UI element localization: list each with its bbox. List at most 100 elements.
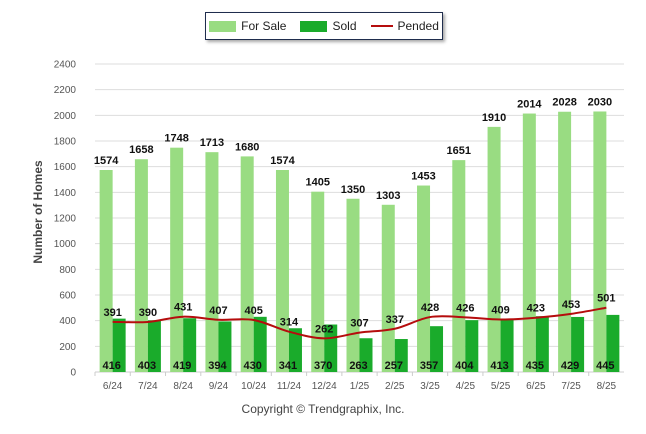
x-tick-label: 4/25 <box>456 381 476 392</box>
bar-for-sale <box>417 185 431 372</box>
y-tick-label: 2200 <box>54 85 77 96</box>
bar-sold <box>147 320 161 372</box>
legend: For Sale Sold Pended <box>205 12 443 40</box>
x-tick-label: 6/24 <box>103 381 123 392</box>
label-for-sale: 1574 <box>94 155 119 167</box>
label-pended: 314 <box>280 317 299 329</box>
y-tick-label: 2000 <box>54 111 77 122</box>
sold-swatch-icon <box>300 20 328 32</box>
bar-for-sale <box>593 111 607 372</box>
label-for-sale: 1453 <box>411 171 435 183</box>
label-sold: 357 <box>420 360 438 372</box>
y-tick-label: 1400 <box>54 188 77 199</box>
bar-sold <box>324 324 338 372</box>
label-pended: 390 <box>139 307 157 319</box>
label-pended: 426 <box>456 302 474 314</box>
bar-sold <box>253 316 267 372</box>
bar-for-sale <box>275 170 289 372</box>
legend-item-sold[interactable]: Sold <box>300 19 357 33</box>
bar-for-sale <box>381 204 395 372</box>
bar-for-sale <box>134 159 148 372</box>
x-tick-label: 11/24 <box>277 381 302 392</box>
y-tick-label: 2400 <box>54 60 77 71</box>
bar-for-sale <box>487 126 501 372</box>
label-sold: 445 <box>596 360 614 372</box>
bar-for-sale <box>240 156 254 372</box>
y-tick-label: 600 <box>59 291 76 302</box>
y-tick-label: 1200 <box>54 214 77 225</box>
x-tick-label: 12/24 <box>312 381 337 392</box>
pended-line <box>112 306 607 340</box>
legend-item-for-sale[interactable]: For Sale <box>209 19 286 33</box>
label-pended: 307 <box>350 318 368 330</box>
label-pended: 391 <box>103 307 121 319</box>
y-tick-label: 1800 <box>54 137 77 148</box>
label-pended: 262 <box>315 323 333 335</box>
label-sold: 416 <box>102 360 120 372</box>
label-sold: 404 <box>455 360 474 372</box>
label-for-sale: 1303 <box>376 190 400 202</box>
x-tick-label: 1/25 <box>350 381 370 392</box>
legend-label-pended: Pended <box>397 19 439 33</box>
x-tick-label: 6/25 <box>526 381 546 392</box>
y-tick-label: 400 <box>59 316 76 327</box>
bar-for-sale <box>346 198 360 372</box>
legend-label-sold: Sold <box>332 19 357 33</box>
label-sold: 430 <box>244 360 262 372</box>
bar-sold <box>394 339 408 372</box>
label-sold: 413 <box>490 360 508 372</box>
bar-for-sale <box>99 170 113 372</box>
bar-sold <box>112 318 126 372</box>
bar-sold <box>500 318 514 372</box>
label-sold: 435 <box>526 360 544 372</box>
legend-label-for-sale: For Sale <box>241 19 287 33</box>
bar-for-sale <box>205 152 219 372</box>
label-for-sale: 1713 <box>200 137 224 149</box>
bar-for-sale <box>452 160 466 372</box>
label-sold: 403 <box>138 360 156 372</box>
label-for-sale: 2030 <box>588 96 612 108</box>
legend-item-pended[interactable]: Pended <box>370 19 439 33</box>
label-sold: 429 <box>561 360 579 372</box>
bar-sold <box>359 338 373 372</box>
pended-line-swatch-icon <box>370 25 393 27</box>
label-layer: 0 200 400 600 800 1000 1200 1400 1600 1800 2000 220… <box>54 60 617 393</box>
y-tick-label: 0 <box>70 368 76 379</box>
bar-layer <box>99 111 620 373</box>
x-tick-label: 7/24 <box>138 381 158 392</box>
label-sold: 263 <box>349 360 367 372</box>
label-pended: 501 <box>597 293 615 305</box>
label-pended: 428 <box>421 302 439 314</box>
label-for-sale: 1658 <box>129 144 153 156</box>
y-tick-label: 1600 <box>54 162 77 173</box>
label-for-sale: 1680 <box>235 141 259 153</box>
label-for-sale: 1350 <box>341 184 365 196</box>
x-tick-label: 7/25 <box>561 381 581 392</box>
label-sold: 370 <box>314 360 332 372</box>
label-for-sale: 1910 <box>482 112 506 124</box>
bar-sold <box>183 318 197 372</box>
bar-sold <box>288 328 302 372</box>
x-tick-label: 8/25 <box>597 381 617 392</box>
x-tick-label: 3/25 <box>420 381 440 392</box>
x-tick-label: 5/25 <box>491 381 511 392</box>
label-sold: 257 <box>385 360 403 372</box>
copyright-text: Copyright © Trendgraphix, Inc. <box>241 402 405 416</box>
label-for-sale: 1651 <box>447 145 471 157</box>
label-for-sale: 2028 <box>552 97 576 109</box>
y-axis-title: Number of Homes <box>31 160 45 264</box>
bar-for-sale <box>558 111 572 373</box>
y-tick-label: 200 <box>59 342 76 353</box>
bar-sold <box>218 321 232 372</box>
label-for-sale: 1574 <box>270 155 295 167</box>
label-pended: 409 <box>491 305 509 317</box>
y-tick-label: 1000 <box>54 239 77 250</box>
x-tick-label: 10/24 <box>241 381 266 392</box>
bar-for-sale <box>311 191 325 372</box>
bar-sold <box>465 320 479 372</box>
for-sale-swatch-icon <box>209 20 237 32</box>
bar-for-sale <box>522 113 536 372</box>
label-for-sale: 1748 <box>164 133 188 145</box>
y-tick-label: 800 <box>59 265 76 276</box>
